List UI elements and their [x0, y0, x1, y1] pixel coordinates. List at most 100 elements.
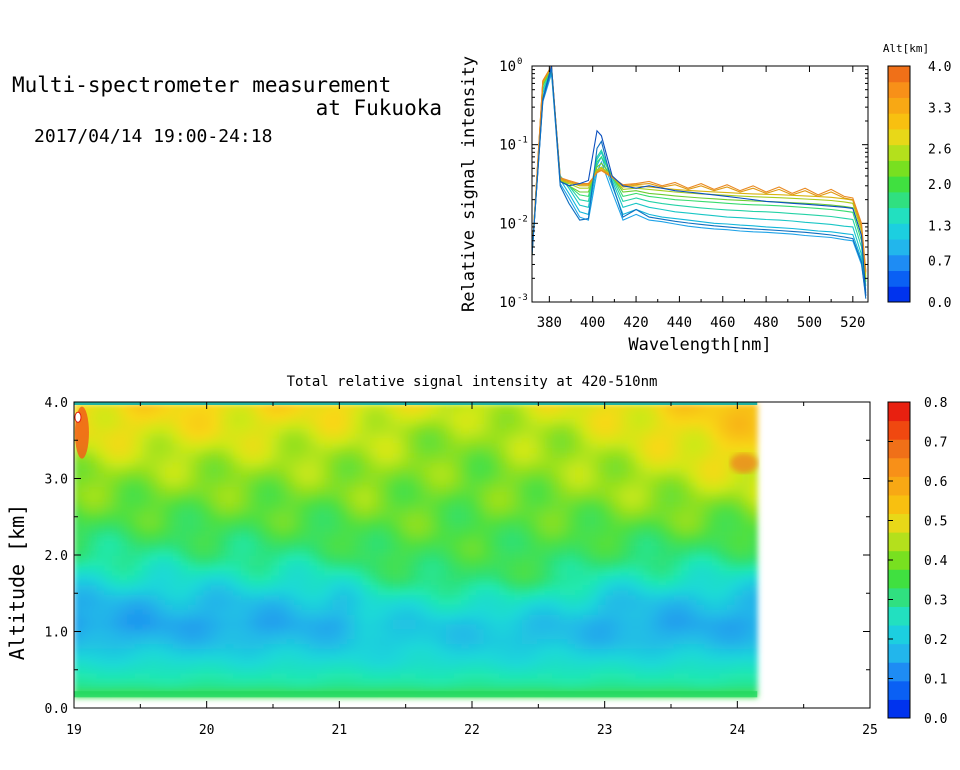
heatmap-cell [628, 672, 637, 679]
heatmap-cell [651, 477, 660, 483]
heatmap-cell [301, 467, 310, 473]
heatmap-cell [430, 525, 439, 532]
heatmap-cell [620, 560, 629, 566]
heatmap-cell [81, 648, 90, 654]
heatmap-cell [248, 594, 257, 600]
heatmap-cell [362, 565, 371, 571]
heatmap-cell [81, 481, 90, 488]
heatmap-cell [301, 525, 310, 532]
heatmap-cell [423, 437, 432, 444]
heatmap-cell [483, 457, 493, 463]
heatmap-cell [195, 619, 204, 625]
heatmap-cell [248, 574, 257, 581]
heatmap-cell [575, 560, 584, 566]
heatmap-cell [370, 418, 379, 424]
heatmap-cell [499, 623, 508, 630]
heatmap-cell [96, 663, 105, 669]
heatmap-cell [590, 648, 599, 654]
heatmap-cell [370, 491, 379, 498]
heatmap-cell [241, 423, 250, 429]
heatmap-cell [301, 663, 310, 669]
heatmap-cell [233, 506, 242, 512]
heatmap-cell [89, 672, 98, 679]
heatmap-cell [476, 481, 485, 488]
heatmap-cell [81, 599, 90, 605]
heatmap-cell [165, 481, 174, 488]
heatmap-cell [354, 437, 364, 444]
heatmap-cell [81, 457, 90, 463]
heatmap-cell [165, 628, 174, 635]
heatmap-cell [514, 408, 523, 414]
heatmap-cell [377, 535, 386, 542]
heatmap-cell [149, 648, 159, 654]
heatmap-cell [666, 570, 675, 576]
heatmap-cell [134, 481, 143, 488]
heatmap-cell [559, 472, 569, 478]
heatmap-cell [468, 423, 477, 429]
heatmap-cell [400, 418, 409, 424]
heatmap-cell [142, 609, 151, 615]
heatmap-cell [681, 653, 690, 659]
heatmap-cell [658, 457, 667, 463]
heatmap-cell [635, 477, 644, 483]
heatmap-cell [248, 565, 257, 571]
heatmap-cell [225, 477, 234, 483]
heatmap-cell [149, 614, 159, 620]
heatmap-cell [582, 423, 591, 429]
heatmap-cell [430, 667, 439, 674]
heatmap-cell [203, 570, 212, 576]
heatmap-cell [127, 540, 136, 547]
figure-title: Multi-spectrometer measurement at Fukuok… [12, 74, 442, 120]
heatmap-cell [89, 565, 98, 571]
heatmap-cell [89, 530, 98, 537]
heatmap-cell [635, 432, 644, 439]
heatmap-cell [552, 628, 561, 635]
heatmap-cell [347, 658, 356, 664]
heatmap-cell [263, 672, 272, 679]
heatmap-cell [218, 565, 227, 571]
heatmap-cell [544, 672, 553, 679]
heatmap-cell [286, 570, 295, 576]
heatmap-cell [241, 481, 250, 488]
heatmap-cell [658, 432, 667, 439]
altitude-colorbar-label: 1.3 [928, 219, 951, 234]
heatmap-cell [165, 521, 174, 527]
heatmap-cell [400, 452, 409, 458]
heatmap-cell [620, 633, 629, 640]
heatmap-cell [377, 565, 386, 571]
heatmap-cell [514, 604, 523, 610]
heatmap-cell [529, 481, 538, 488]
heatmap-cell [324, 472, 333, 478]
heatmap-cell [279, 535, 288, 542]
heatmap-cell [127, 628, 136, 635]
heatmap-cell [96, 452, 105, 458]
heatmap-cell [263, 491, 272, 498]
heatmap-cell [370, 545, 379, 551]
heatmap-cell [195, 535, 204, 542]
heatmap-cell [681, 496, 690, 503]
heatmap-cell [491, 462, 500, 468]
heatmap-cell [438, 672, 447, 679]
heatmap-cell [483, 609, 493, 615]
heatmap-cell [499, 555, 508, 561]
heatmap-cell [165, 452, 174, 458]
heatmap-cell [218, 428, 227, 434]
heatmap-cell [187, 638, 197, 644]
heatmap-cell [172, 545, 181, 551]
heatmap-cell [286, 579, 295, 586]
heatmap-cell [203, 653, 212, 659]
heatmap-cell [666, 687, 675, 693]
heatmap-cell [165, 643, 174, 649]
heatmap-cell [483, 413, 493, 419]
heatmap-cell [385, 579, 394, 586]
heatmap-cell [590, 521, 599, 527]
heatmap-cell [681, 555, 690, 561]
heatmap-cell [210, 432, 219, 439]
heatmap-cell [499, 501, 508, 507]
heatmap-cell [233, 437, 242, 444]
heatmap-cell [537, 560, 546, 566]
heatmap-cell [89, 457, 98, 463]
heatmap-cell [430, 682, 439, 689]
heatmap-cell [582, 521, 591, 527]
heatmap-cell [324, 614, 333, 620]
